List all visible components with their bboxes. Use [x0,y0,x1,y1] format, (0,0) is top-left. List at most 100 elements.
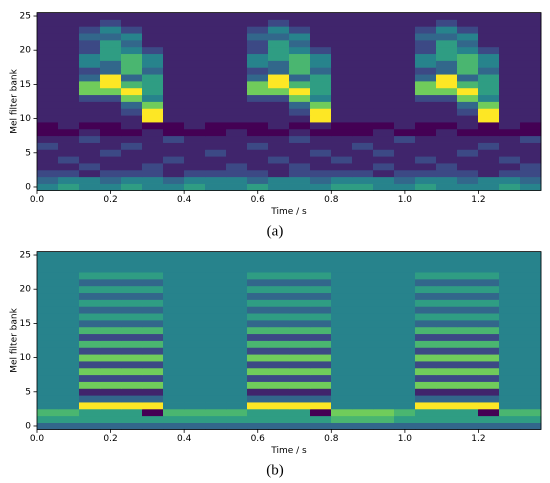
heatmap-cell [268,381,290,389]
heatmap-cell [373,333,395,341]
heatmap-cell [100,367,122,376]
heatmap-cell [58,326,80,335]
heatmap-cell [310,163,332,171]
heatmap-cell [373,176,395,184]
heatmap-cell [142,19,164,27]
x-axis-label: Time / s [270,446,307,456]
heatmap-cell [184,80,206,89]
heatmap-cell [436,67,458,75]
heatmap-cell [100,278,122,287]
heatmap-cell [415,176,437,184]
heatmap-cell [268,60,290,68]
heatmap-cell [37,128,59,137]
heatmap-cell [415,12,437,20]
heatmap-cell [268,422,290,430]
heatmap-cell [58,26,80,34]
heatmap-cell [478,292,500,300]
heatmap-cell [184,258,206,266]
heatmap-cell [163,265,185,273]
heatmap-cell [457,183,479,191]
heatmap-cell [58,163,80,171]
heatmap-cell [142,87,164,96]
heatmap-cell [499,395,521,403]
heatmap-cell [100,33,122,41]
heatmap-cell [331,313,353,321]
heatmap-cell [163,388,185,396]
heatmap-cell [163,94,185,102]
heatmap-cell [415,142,437,150]
heatmap-cell [289,299,311,307]
heatmap-cell [331,340,353,348]
heatmap-cell [373,326,395,335]
heatmap-cell [205,26,227,34]
heatmap-cell [331,361,353,369]
heatmap-cell [58,367,80,376]
heatmap-cell [457,12,479,20]
heatmap-cell [331,26,353,34]
heatmap-cell [37,299,59,307]
heatmap-cell [436,408,458,417]
heatmap-cell [436,367,458,376]
heatmap-cell [247,108,269,116]
heatmap-cell [520,347,542,355]
heatmap-cell [142,299,164,307]
heatmap-cell [79,299,101,307]
heatmap-cell [415,101,437,109]
heatmap-cell [289,395,311,403]
heatmap-cell [58,278,80,287]
heatmap-cell [79,408,101,417]
heatmap-cell [415,128,437,137]
heatmap-cell [184,169,206,178]
heatmap-cell [352,26,374,34]
heatmap-cell [184,115,206,123]
heatmap-cell [310,251,332,259]
heatmap-cell [79,122,101,130]
heatmap-cell [331,292,353,300]
heatmap-cell [37,381,59,389]
heatmap-cell [478,395,500,403]
heatmap-cell [226,292,248,300]
heatmap-cell [205,374,227,382]
heatmap-cell [37,46,59,55]
heatmap-cell [121,80,143,89]
heatmap-cell [394,26,416,34]
heatmap-cell [310,388,332,396]
heatmap-cell [58,292,80,300]
heatmap-cell [436,26,458,34]
heatmap-cell [457,292,479,300]
heatmap-cell [79,354,101,362]
heatmap-cell [100,19,122,27]
heatmap-cell [352,278,374,287]
heatmap-cell [478,53,500,61]
heatmap-cell [163,272,185,280]
heatmap-cell [58,408,80,417]
heatmap-cell [457,272,479,280]
heatmap-cell [247,53,269,61]
heatmap-cell [205,422,227,430]
heatmap-cell [499,33,521,41]
heatmap-cell [247,361,269,369]
heatmap-cell [394,53,416,61]
heatmap-cell [79,101,101,109]
heatmap-cell [247,122,269,130]
heatmap-cell [268,39,290,48]
heatmap-cell [415,278,437,287]
heatmap-cell [436,87,458,96]
heatmap-cell [205,142,227,150]
heatmap-cell [205,33,227,41]
heatmap-cell [205,135,227,143]
heatmap-cell [310,285,332,294]
heatmap-cell [310,176,332,184]
heatmap-cell [520,176,542,184]
heatmap-cell [436,354,458,362]
heatmap-cell [499,101,521,109]
heatmap-cell [415,415,437,423]
heatmap-cell [79,319,101,328]
heatmap-cell [268,319,290,328]
heatmap-cell [394,306,416,314]
heatmap-cell [247,285,269,294]
heatmap-cell [205,67,227,75]
heatmap-cell [478,142,500,150]
heatmap-cell [142,422,164,430]
heatmap-cell [226,313,248,321]
